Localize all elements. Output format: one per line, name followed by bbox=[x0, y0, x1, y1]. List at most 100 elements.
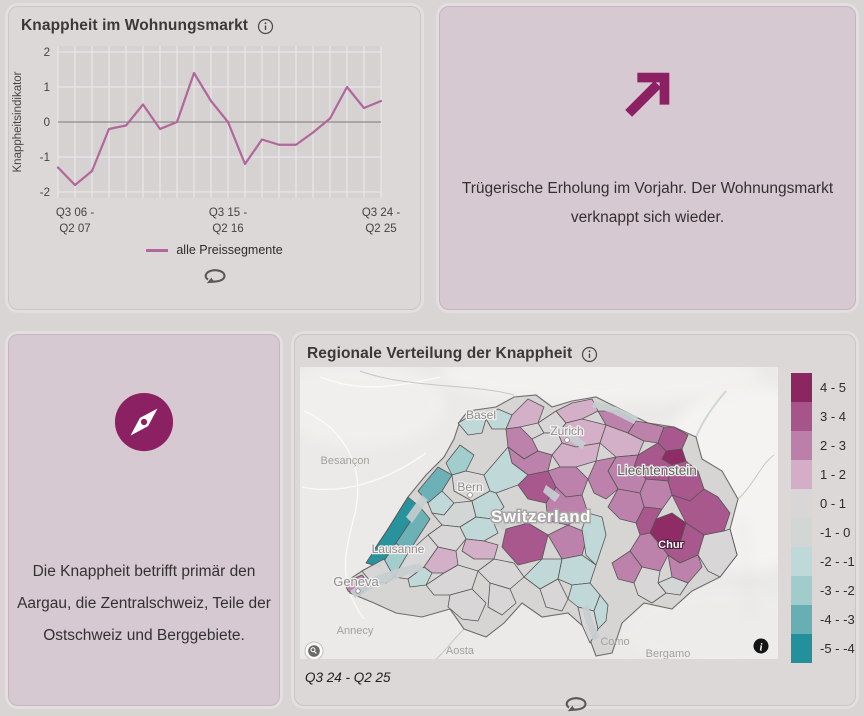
legend-bin-label: 3 - 4 bbox=[820, 409, 847, 424]
arrow-up-right-icon bbox=[617, 63, 679, 130]
knappheit-line-chart: 2 1 0 -1 -2 Q3 06 - Q2 07 Q3 15 - Q2 16 Q3 24 - Q2… bbox=[12, 46, 401, 235]
legend-bin: 0 - 1 bbox=[791, 489, 855, 518]
map-label-besancon: Besançon bbox=[321, 455, 370, 467]
magnifier-icon bbox=[310, 647, 316, 653]
map-label-basel: Basel bbox=[466, 408, 496, 422]
map-label-bergamo: Bergamo bbox=[646, 648, 691, 659]
map-labels: Besançon Annecy Aosta Como Bergamo Liech… bbox=[321, 407, 698, 659]
map-frame: Besançon Annecy Aosta Como Bergamo Liech… bbox=[300, 367, 778, 659]
map-region[interactable] bbox=[539, 578, 569, 612]
map-region[interactable] bbox=[697, 528, 738, 578]
refresh-icon bbox=[204, 269, 226, 284]
legend-bin-swatch bbox=[791, 634, 812, 663]
x-tick-label: Q2 16 bbox=[212, 223, 243, 235]
legend-bin-label: -5 - -4 bbox=[820, 641, 855, 656]
map-label-chur: Chur bbox=[658, 539, 684, 551]
legend-bin-label: -2 - -1 bbox=[820, 554, 855, 569]
map-region[interactable] bbox=[447, 588, 487, 622]
map-attribution-button[interactable]: i bbox=[753, 638, 769, 654]
info-icon[interactable] bbox=[257, 18, 274, 35]
map-label-aosta: Aosta bbox=[446, 645, 475, 657]
map-period-caption: Q3 24 - Q2 25 bbox=[305, 670, 391, 685]
map-label-switzerland: Switzerland bbox=[491, 507, 591, 526]
trend-text: Trügerische Erholung im Vorjahr. Der Woh… bbox=[461, 180, 834, 226]
map-label-zurich: Zurich bbox=[550, 424, 583, 438]
map-region[interactable] bbox=[581, 512, 607, 566]
refresh-button[interactable] bbox=[201, 266, 228, 288]
x-tick-label: Q3 06 - bbox=[56, 207, 95, 219]
map-region[interactable] bbox=[445, 444, 475, 476]
map-title: Regionale Verteilung der Knappheit bbox=[307, 345, 573, 362]
map-region[interactable] bbox=[487, 582, 517, 616]
zurich-marker bbox=[564, 437, 570, 443]
map-region[interactable] bbox=[633, 566, 667, 604]
legend-bin: -4 - -3 bbox=[791, 605, 855, 634]
map-label-como: Como bbox=[600, 636, 629, 648]
legend-bin-swatch bbox=[791, 431, 812, 460]
map-region[interactable] bbox=[457, 414, 487, 436]
card-title-row: Knappheit im Wohnungsmarkt bbox=[9, 7, 420, 35]
card-region-note: Die Knappheit betrifft primär den Aargau… bbox=[8, 334, 280, 706]
legend-label: alle Preissegmente bbox=[176, 243, 283, 257]
region-note-text: Die Knappheit betrifft primär den Aargau… bbox=[17, 563, 271, 644]
map-region[interactable] bbox=[657, 576, 689, 596]
x-tick-label: Q2 07 bbox=[59, 223, 90, 235]
x-tick-label: Q3 15 - bbox=[209, 207, 248, 219]
legend-bin-swatch bbox=[791, 489, 812, 518]
legend-bin: 1 - 2 bbox=[791, 460, 855, 489]
attribution-i-glyph: i bbox=[759, 642, 763, 654]
map-region[interactable] bbox=[587, 456, 619, 500]
compass-icon bbox=[113, 391, 175, 458]
map-label-annecy: Annecy bbox=[337, 625, 374, 637]
info-icon[interactable] bbox=[581, 346, 598, 363]
legend-bin-label: 0 - 1 bbox=[820, 496, 847, 511]
y-tick-label: 0 bbox=[44, 117, 50, 129]
refresh-icon bbox=[565, 697, 587, 712]
legend-line-swatch bbox=[146, 248, 169, 252]
legend-bin-label: 1 - 2 bbox=[820, 467, 847, 482]
lakes bbox=[350, 401, 638, 641]
legend-bin-swatch bbox=[791, 518, 812, 547]
y-tick-label: -2 bbox=[40, 187, 50, 199]
legend-bin-label: -3 - -2 bbox=[820, 583, 855, 598]
map-title-row: Regionale Verteilung der Knappheit bbox=[295, 335, 855, 363]
legend-bin: -5 - -4 bbox=[791, 634, 855, 663]
legend-bin-swatch bbox=[791, 460, 812, 489]
map-region[interactable] bbox=[593, 594, 609, 630]
legend-bin-swatch bbox=[791, 402, 812, 431]
map-label-bern: Bern bbox=[457, 480, 482, 494]
legend-bin: -3 - -2 bbox=[791, 576, 855, 605]
legend-bin-label: 2 - 3 bbox=[820, 438, 847, 453]
legend-bin: -1 - 0 bbox=[791, 518, 855, 547]
info-icon-glyph bbox=[257, 18, 274, 35]
geneva-marker bbox=[355, 588, 361, 594]
magnifier-handle bbox=[313, 650, 317, 654]
legend-bin: 4 - 5 bbox=[791, 373, 855, 402]
indicator-line bbox=[56, 71, 383, 187]
card-knappheit-indikator: Knappheit im Wohnungsmarkt 2 1 0 -1 -2 Q3 06 … bbox=[8, 6, 421, 310]
info-icon-glyph bbox=[582, 346, 598, 363]
legend-bin-label: -4 - -3 bbox=[820, 612, 855, 627]
legend-bin-label: 4 - 5 bbox=[820, 380, 847, 395]
card-title: Knappheit im Wohnungsmarkt bbox=[21, 17, 249, 34]
legend-bin-swatch bbox=[791, 605, 812, 634]
bern-marker bbox=[467, 492, 473, 498]
map-color-legend: 4 - 5 3 - 4 2 - 3 1 - 2 0 - 1 -1 - 0 -2 - -1 -3… bbox=[791, 373, 855, 663]
x-tick-label: Q3 24 - bbox=[362, 207, 401, 219]
map-region[interactable] bbox=[461, 538, 499, 560]
map-label-liechtenstein: Liechtenstein bbox=[617, 463, 697, 478]
legend-bin: -2 - -1 bbox=[791, 547, 855, 576]
map-label-lausanne: Lausanne bbox=[372, 542, 425, 556]
refresh-button[interactable] bbox=[562, 694, 589, 716]
map-search-control[interactable] bbox=[304, 641, 324, 659]
legend-bin-swatch bbox=[791, 576, 812, 605]
switzerland-choropleth-map[interactable]: Besançon Annecy Aosta Como Bergamo Liech… bbox=[300, 367, 778, 659]
y-tick-label: -1 bbox=[40, 152, 50, 164]
x-tick-label: Q2 25 bbox=[365, 223, 396, 235]
card-regional-map: Regionale Verteilung der Knappheit bbox=[294, 334, 856, 712]
map-region[interactable] bbox=[425, 564, 479, 596]
map-label-geneva: Geneva bbox=[333, 574, 379, 589]
city-markers bbox=[355, 437, 570, 594]
choropleth-regions bbox=[343, 398, 738, 644]
y-tick-label: 1 bbox=[44, 82, 50, 94]
